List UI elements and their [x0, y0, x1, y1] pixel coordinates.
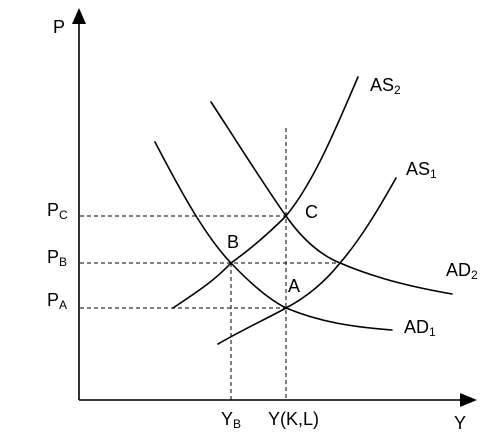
ad2-curve — [210, 101, 453, 295]
price-label-pa: PA — [47, 290, 67, 312]
as2-label-main: AS — [370, 75, 394, 95]
as1-curve — [217, 177, 397, 345]
output-label-yb: YB — [221, 409, 241, 431]
as1-label-main: AS — [406, 159, 430, 179]
point-b-label: B — [227, 232, 239, 252]
axes — [72, 8, 477, 407]
ad2-label-main: AD — [446, 260, 471, 280]
price-label-pb: PB — [47, 247, 67, 269]
y-axis-label: P — [53, 17, 65, 37]
output-label-ykl: Y(K,L) — [268, 409, 319, 429]
price-label-pa-main: P — [47, 290, 59, 310]
ad1-label-main: AD — [404, 317, 429, 337]
x-axis-arrowhead — [460, 393, 477, 407]
curves — [154, 76, 453, 345]
ad1-curve — [154, 141, 393, 331]
guide-lines — [80, 128, 340, 400]
ad1-label-sub: 1 — [429, 325, 436, 339]
price-label-pc: PC — [47, 200, 68, 222]
ad2-label-sub: 2 — [471, 268, 478, 282]
price-label-pb-main: P — [47, 247, 59, 267]
as1-label: AS1 — [406, 159, 437, 181]
y-axis-arrowhead — [72, 8, 86, 24]
x-axis-label: Y — [454, 413, 466, 433]
as1-label-sub: 1 — [430, 167, 437, 181]
price-label-pa-sub: A — [59, 298, 67, 312]
point-c-label: C — [305, 202, 318, 222]
ad1-label: AD1 — [404, 317, 436, 339]
price-label-pc-sub: C — [59, 208, 68, 222]
output-label-yb-sub: B — [233, 417, 241, 431]
price-label-pb-sub: B — [59, 255, 67, 269]
as2-label-sub: 2 — [394, 83, 401, 97]
as2-curve — [172, 76, 359, 309]
output-label-yb-main: Y — [221, 409, 233, 429]
point-a-label: A — [288, 276, 300, 296]
price-label-pc-main: P — [47, 200, 59, 220]
ad2-label: AD2 — [446, 260, 478, 282]
as2-label: AS2 — [370, 75, 401, 97]
